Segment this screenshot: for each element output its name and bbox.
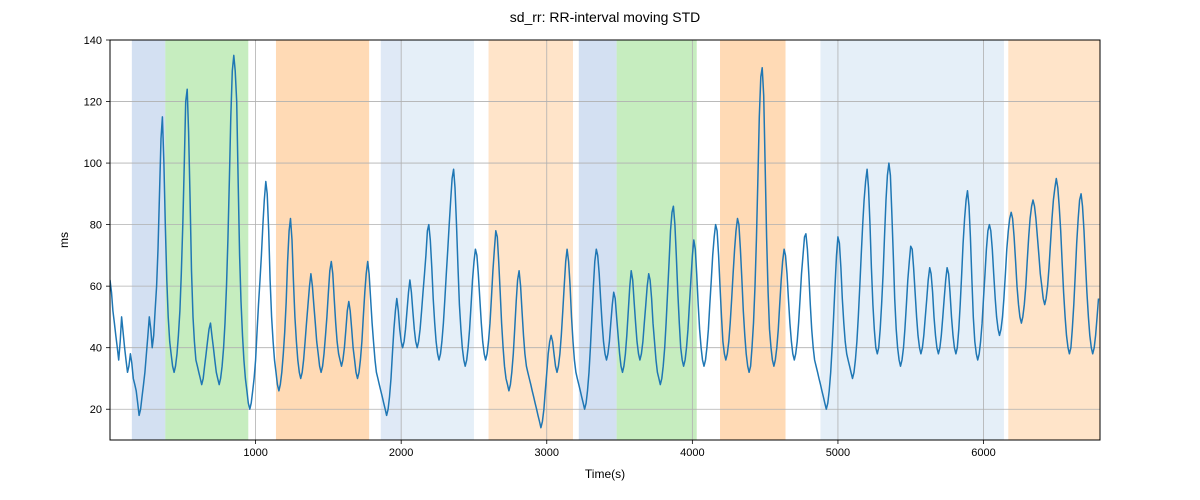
- band-region: [720, 40, 786, 440]
- band-region: [579, 40, 617, 440]
- ytick-label: 140: [84, 35, 102, 47]
- band-region: [165, 40, 248, 440]
- xtick-label: 5000: [826, 447, 850, 459]
- band-region: [276, 40, 369, 440]
- x-axis-label: Time(s): [585, 467, 625, 481]
- y-axis-label: ms: [57, 232, 71, 248]
- ytick-label: 60: [90, 281, 102, 293]
- ytick-label: 120: [84, 97, 102, 109]
- band-region: [1008, 40, 1100, 440]
- ytick-label: 40: [90, 343, 102, 355]
- xtick-label: 3000: [535, 447, 559, 459]
- ytick-label: 20: [90, 404, 102, 416]
- chart-svg: sd_rr: RR-interval moving STD 1000 2000 300…: [0, 0, 1200, 500]
- xtick-label: 2000: [389, 447, 413, 459]
- chart-container: sd_rr: RR-interval moving STD 1000 2000 300…: [0, 0, 1200, 500]
- band-region: [617, 40, 697, 440]
- xtick-label: 6000: [971, 447, 995, 459]
- band-region: [401, 40, 474, 440]
- band-region: [820, 40, 1003, 440]
- ytick-label: 100: [84, 158, 102, 170]
- ytick-label: 80: [90, 220, 102, 232]
- band-region: [132, 40, 165, 440]
- band-region: [489, 40, 573, 440]
- xtick-label: 1000: [243, 447, 267, 459]
- chart-title: sd_rr: RR-interval moving STD: [510, 9, 701, 25]
- xtick-label: 4000: [680, 447, 704, 459]
